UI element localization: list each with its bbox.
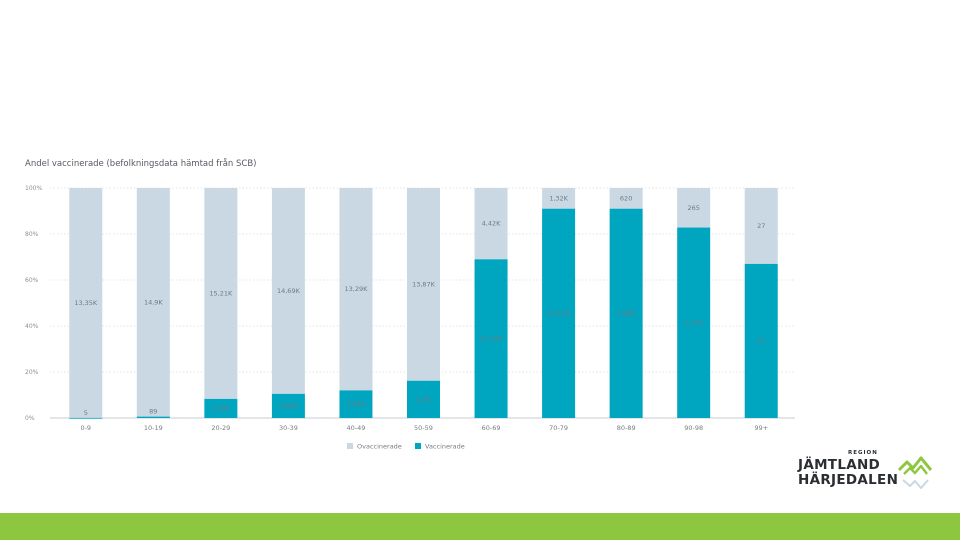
bar-vaccinerade (407, 380, 440, 418)
bar-vaccinerade (136, 416, 170, 418)
data-label-ovaccinerade: 4,42K (482, 220, 501, 228)
data-label-vaccinerade: 5,89K (617, 309, 636, 317)
data-label-vaccinerade: 1,27K (684, 319, 703, 327)
data-label-ovaccinerade: 15,21K (209, 289, 233, 297)
x-tick-label: 60-69 (482, 424, 501, 432)
x-tick-label: 80-89 (617, 424, 636, 432)
data-label-vaccinerade: 89 (149, 408, 157, 416)
bar-vaccinerade (339, 390, 373, 418)
bar-vaccinerade (677, 227, 711, 418)
logo-harjedalen-text: HÄRJEDALEN (798, 472, 899, 488)
y-tick-label: 80% (25, 231, 39, 238)
logo-jamtland-text: JÄMTLAND (798, 457, 881, 473)
bar-ovaccinerade (542, 188, 576, 209)
data-label-ovaccinerade: 14,69K (277, 287, 301, 295)
region-logo: REGION JÄMTLAND HÄRJEDALEN (796, 449, 936, 494)
legend-label: Ovaccinerade (357, 443, 402, 451)
bar-ovaccinerade (339, 188, 373, 391)
data-label-ovaccinerade: 27 (757, 222, 765, 230)
data-label-vaccinerade: 1,84K (347, 400, 366, 408)
bar-vaccinerade (271, 393, 305, 418)
mountain-logo-icon (898, 456, 932, 489)
data-label-vaccinerade: 54 (757, 337, 765, 345)
bar-ovaccinerade (136, 188, 170, 417)
bar-vaccinerade (609, 208, 643, 418)
bar-vaccinerade (542, 208, 576, 418)
x-tick-label: 99+ (754, 424, 768, 432)
x-tick-label: 70-79 (549, 424, 568, 432)
bar-ovaccinerade (204, 188, 238, 399)
legend-swatch (347, 443, 353, 449)
footer-accent-bar (0, 513, 960, 540)
bar-vaccinerade (69, 417, 103, 419)
data-label-ovaccinerade: 13,29K (345, 285, 369, 293)
legend-swatch (415, 443, 421, 449)
chart-title: Andel vaccinerade (befolkningsdata hämta… (25, 159, 257, 169)
bar-ovaccinerade (677, 188, 711, 228)
bar-ovaccinerade (69, 188, 103, 418)
x-tick-label: 10-19 (144, 424, 163, 432)
bar-ovaccinerade (744, 188, 778, 264)
bar-ovaccinerade (407, 188, 440, 381)
x-tick-label: 30-39 (279, 424, 298, 432)
data-label-ovaccinerade: 14,9K (144, 298, 163, 306)
data-label-ovaccinerade: 13,35K (74, 299, 98, 307)
data-label-vaccinerade: 1,80K (279, 402, 298, 410)
bar-vaccinerade (204, 398, 238, 418)
data-label-vaccinerade: 1,36K (211, 404, 230, 412)
x-tick-label: 20-29 (211, 424, 230, 432)
data-label-ovaccinerade: 13,87K (412, 280, 436, 288)
data-label-vaccinerade: 11,15K (480, 335, 504, 343)
data-label-vaccinerade: 2,3K (416, 395, 431, 403)
data-label-ovaccinerade: 1,32K (549, 194, 568, 202)
x-tick-label: 90-98 (684, 424, 703, 432)
y-tick-label: 40% (25, 323, 39, 330)
y-tick-label: 60% (25, 277, 39, 284)
x-tick-label: 40-49 (347, 424, 366, 432)
bar-ovaccinerade (271, 188, 305, 394)
data-label-vaccinerade: 14,12K (547, 309, 571, 317)
bar-vaccinerade (744, 263, 778, 418)
x-tick-label: 50-59 (414, 424, 433, 432)
data-label-ovaccinerade: 265 (687, 204, 699, 212)
bar-vaccinerade (474, 259, 508, 418)
x-tick-label: 0-9 (80, 424, 91, 432)
bar-ovaccinerade (474, 188, 508, 260)
legend-label: Vaccinerade (425, 443, 465, 451)
y-tick-label: 0% (25, 415, 35, 422)
data-label-ovaccinerade: 620 (620, 194, 632, 202)
y-tick-label: 100% (25, 185, 42, 192)
y-tick-label: 20% (25, 369, 39, 376)
stacked-bar-chart: 0% 20% 40% 60% 80% 100% 13,35K 5 0-9 14,9K 89 10-19… (25, 185, 795, 451)
logo-region-text: REGION (848, 450, 878, 456)
bar-ovaccinerade (609, 188, 643, 209)
data-label-vaccinerade: 5 (84, 409, 88, 417)
